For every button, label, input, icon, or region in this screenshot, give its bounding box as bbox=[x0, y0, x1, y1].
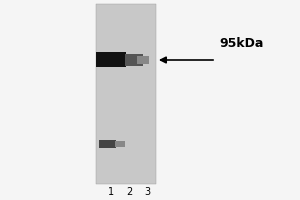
Text: 3: 3 bbox=[144, 187, 150, 197]
Bar bbox=[124, 54, 142, 66]
Text: 1: 1 bbox=[108, 187, 114, 197]
Bar bbox=[115, 141, 125, 147]
Bar bbox=[99, 140, 116, 148]
Bar bbox=[96, 4, 156, 184]
Text: 95kDa: 95kDa bbox=[219, 37, 263, 50]
Text: 2: 2 bbox=[126, 187, 132, 197]
Bar bbox=[136, 56, 148, 64]
Bar bbox=[96, 52, 126, 67]
